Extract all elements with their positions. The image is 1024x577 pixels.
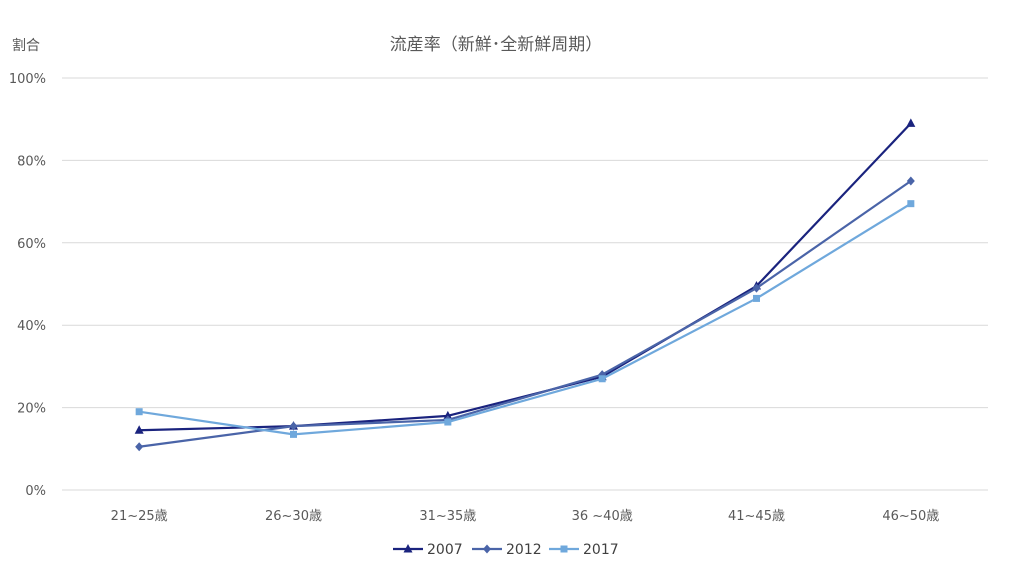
data-point-2017 [907, 200, 915, 208]
series-line-2017 [139, 202, 912, 436]
legend-marker [403, 544, 413, 553]
series-2017 [135, 200, 915, 438]
gridlines [62, 77, 988, 491]
y-axis-label: 割合 [12, 37, 40, 54]
data-point-2007 [906, 118, 916, 127]
data-point-2017 [444, 418, 452, 426]
y-tick-label: 100% [9, 72, 46, 87]
x-tick-label: 31~35歳 [419, 509, 476, 524]
data-point-2012 [135, 442, 144, 452]
y-tick-label: 0% [25, 484, 46, 499]
legend-label: 2012 [506, 542, 542, 558]
x-axis-ticks: 21~25歳 26~30歳 31~35歳 36 ~40歳 41~45歳 46~50歳 [111, 509, 940, 524]
data-point-2017 [135, 408, 143, 416]
series-line-2007 [139, 122, 912, 432]
x-tick-label: 26~30歳 [265, 509, 322, 524]
chart-title: 流産率（新鮮･全新鮮周期） [390, 35, 603, 55]
y-axis-ticks: 0% 20% 40% 60% 80% 100% [9, 72, 46, 499]
data-point-2012 [906, 176, 915, 186]
series-2012 [135, 176, 915, 452]
data-point-2017 [598, 375, 606, 383]
x-tick-label: 21~25歳 [111, 509, 168, 524]
series-2007 [134, 118, 916, 434]
y-tick-label: 20% [17, 402, 46, 417]
y-tick-label: 40% [17, 319, 46, 334]
series-lines [134, 118, 916, 452]
data-point-2007 [134, 425, 144, 434]
y-tick-label: 80% [17, 154, 46, 169]
legend-item-2012: 2012 [472, 542, 542, 558]
legend-label: 2007 [427, 542, 463, 558]
legend: 2007 2012 2017 [393, 542, 619, 558]
data-point-2012 [289, 421, 298, 431]
data-point-2012 [752, 283, 761, 293]
legend-item-2017: 2017 [549, 542, 619, 558]
y-tick-label: 60% [17, 237, 46, 252]
series-line-2012 [139, 180, 912, 448]
x-tick-label: 36 ~40歳 [572, 509, 633, 524]
legend-marker [483, 544, 491, 554]
legend-item-2007: 2007 [393, 542, 463, 558]
x-tick-label: 41~45歳 [728, 509, 785, 524]
legend-label: 2017 [583, 542, 619, 558]
x-tick-label: 46~50歳 [882, 509, 939, 524]
data-point-2007 [443, 410, 453, 420]
legend-marker [560, 545, 568, 553]
data-point-2017 [753, 294, 760, 302]
data-point-2017 [290, 430, 297, 438]
